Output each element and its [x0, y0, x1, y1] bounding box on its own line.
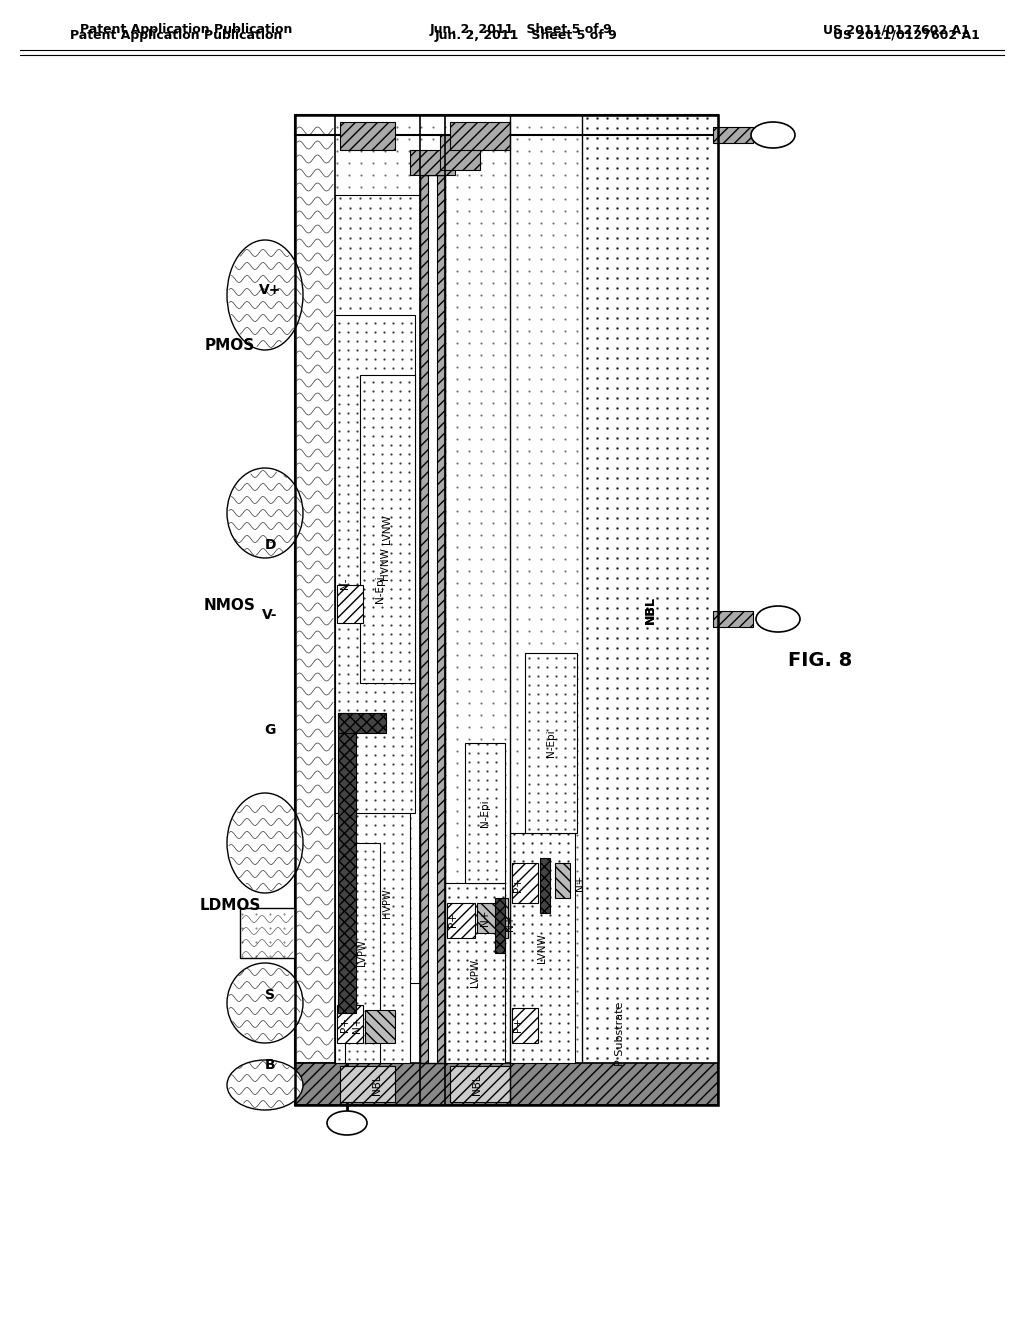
Bar: [410, 150, 455, 176]
Text: Jun. 2, 2011   Sheet 5 of 9: Jun. 2, 2011 Sheet 5 of 9: [430, 24, 612, 37]
Text: N+: N+: [467, 132, 483, 143]
Text: N+: N+: [505, 915, 515, 931]
Bar: [295, 115, 335, 1063]
Bar: [365, 1010, 395, 1043]
Bar: [337, 585, 362, 623]
Text: N+: N+: [480, 909, 490, 927]
Bar: [440, 135, 480, 170]
Bar: [340, 1067, 395, 1102]
Bar: [503, 898, 508, 939]
Bar: [465, 743, 505, 883]
Ellipse shape: [227, 1060, 303, 1110]
Text: US 2011/0127602 A1: US 2011/0127602 A1: [834, 29, 980, 41]
Text: LVPW: LVPW: [470, 958, 480, 987]
Bar: [335, 743, 410, 1063]
Ellipse shape: [327, 1111, 367, 1135]
Text: P+: P+: [340, 1018, 350, 1032]
Bar: [335, 195, 445, 983]
Bar: [450, 121, 510, 150]
Bar: [713, 611, 753, 627]
Text: P Substrate: P Substrate: [615, 1002, 625, 1067]
Text: P+: P+: [513, 878, 523, 892]
Bar: [477, 903, 500, 933]
Bar: [337, 1005, 362, 1043]
Text: LVNW: LVNW: [537, 933, 547, 962]
Text: G: G: [264, 723, 275, 737]
Text: N-Epi: N-Epi: [375, 576, 385, 603]
Bar: [525, 653, 577, 833]
Bar: [295, 115, 718, 1105]
Bar: [295, 115, 718, 1105]
Text: US 2011/0127602 A1: US 2011/0127602 A1: [823, 24, 970, 37]
Ellipse shape: [227, 469, 303, 558]
Text: N+: N+: [358, 132, 375, 143]
Bar: [555, 863, 570, 898]
Text: LVNW: LVNW: [382, 513, 392, 544]
Text: P+: P+: [449, 912, 458, 928]
Text: N-Epi: N-Epi: [546, 729, 556, 756]
Bar: [510, 833, 575, 1063]
Text: V+: V+: [259, 282, 282, 297]
Bar: [713, 127, 753, 143]
Text: LDMOS: LDMOS: [200, 898, 261, 912]
Bar: [512, 863, 538, 903]
Bar: [420, 176, 445, 1063]
Bar: [345, 843, 380, 1063]
Text: N+: N+: [575, 875, 585, 891]
Text: D: D: [264, 539, 275, 552]
Text: N-: N-: [340, 577, 350, 589]
Bar: [420, 176, 428, 1063]
Bar: [437, 176, 445, 1063]
Text: NBL: NBL: [472, 1074, 482, 1096]
Bar: [295, 1063, 718, 1105]
Text: HVNW: HVNW: [380, 548, 390, 581]
Text: V-: V-: [262, 609, 278, 622]
Text: Patent Application Publication: Patent Application Publication: [70, 29, 283, 41]
Bar: [338, 713, 386, 733]
Bar: [340, 121, 395, 150]
Text: NBL: NBL: [372, 1074, 382, 1096]
Bar: [445, 883, 505, 1063]
Text: NBL: NBL: [643, 597, 656, 624]
Bar: [495, 898, 505, 953]
Bar: [450, 1067, 510, 1102]
Text: HVPW: HVPW: [382, 888, 392, 917]
Bar: [540, 858, 550, 913]
Ellipse shape: [751, 121, 795, 148]
Ellipse shape: [227, 240, 303, 350]
Text: N-Epi: N-Epi: [480, 799, 490, 826]
Ellipse shape: [227, 964, 303, 1043]
Ellipse shape: [756, 606, 800, 632]
Bar: [360, 375, 415, 682]
Ellipse shape: [227, 793, 303, 894]
Text: Patent Application Publication: Patent Application Publication: [80, 24, 293, 37]
Text: FIG. 8: FIG. 8: [787, 651, 852, 669]
Bar: [428, 176, 437, 1063]
Text: LVPW: LVPW: [357, 940, 367, 966]
Bar: [335, 315, 415, 813]
Text: PMOS: PMOS: [205, 338, 255, 352]
Text: NMOS: NMOS: [204, 598, 256, 612]
Text: B: B: [264, 1059, 275, 1072]
Bar: [512, 1008, 538, 1043]
Text: NBL: NBL: [643, 597, 656, 624]
Bar: [240, 908, 295, 958]
Text: Jun. 2, 2011   Sheet 5 of 9: Jun. 2, 2011 Sheet 5 of 9: [435, 29, 617, 41]
Bar: [582, 115, 718, 1063]
Text: P+: P+: [513, 1018, 523, 1032]
Text: S: S: [265, 987, 275, 1002]
Bar: [447, 903, 475, 939]
Text: N+: N+: [352, 1016, 362, 1034]
Bar: [338, 713, 356, 1012]
